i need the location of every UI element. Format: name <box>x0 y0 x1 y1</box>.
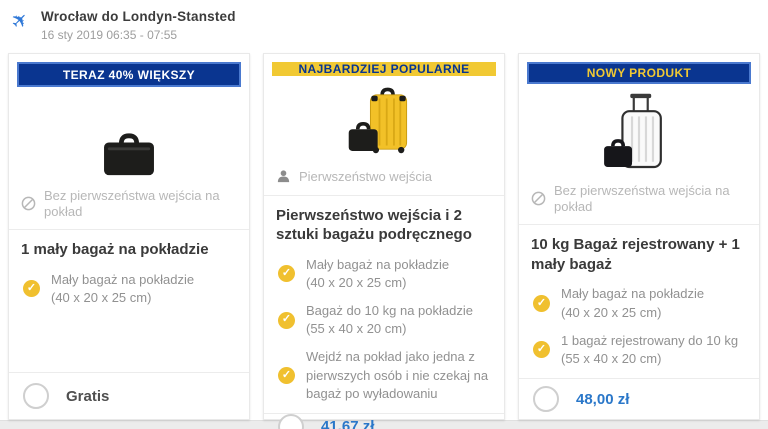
feature-text: Mały bagaż na pokładzie <box>306 256 450 272</box>
check-icon: ✓ <box>533 341 550 359</box>
feature-list: ✓ Mały bagaż na pokładzie (40 x 20 x 25 … <box>264 248 504 413</box>
small-bag-image <box>9 95 249 179</box>
promo-banner: NOWY PRODUKT <box>527 62 751 85</box>
feature-text: 1 bagaż rejestrowany do 10 kg <box>561 332 739 348</box>
no-priority-icon <box>21 196 36 211</box>
divider <box>519 224 759 226</box>
feature-list: ✓ Mały bagaż na pokładzie (40 x 20 x 25 … <box>9 263 249 317</box>
checked-bag-image <box>519 92 759 174</box>
price-label: Gratis <box>66 387 110 405</box>
option-title: 10 kg Bagaż rejestrowany + 1 mały bagaż <box>531 236 740 273</box>
white-suitcase-icon <box>604 93 662 169</box>
option-title: Pierwszeństwo wejścia i 2 sztuki bagażu … <box>276 206 472 244</box>
check-icon: ✓ <box>23 280 40 298</box>
check-icon: ✓ <box>278 311 295 329</box>
priority-status: Bez pierwszeństwa wejścia na pokład <box>9 179 249 229</box>
flight-route: Wrocław do Londyn-Stansted <box>41 9 236 24</box>
baggage-options: TERAZ 40% WIĘKSZY Bez pierwszeństwa wejś… <box>0 53 768 429</box>
check-icon: ✓ <box>278 367 295 385</box>
feature-text: Mały bagaż na pokładzie <box>561 286 705 302</box>
price-option-checked[interactable]: 48,00 zł <box>519 378 759 419</box>
priority-status: Bez pierwszeństwa wejścia na pokład <box>519 174 759 224</box>
feature-item: ✓ Bagaż do 10 kg na pokładzie (55 x 40 x… <box>278 302 492 338</box>
feature-dims: (55 x 40 x 20 cm) <box>306 321 407 337</box>
feature-dims: (40 x 20 x 25 cm) <box>561 304 662 320</box>
priority-status-label: Bez pierwszeństwa wejścia na pokład <box>554 183 730 214</box>
feature-text: Wejdź na pokład jako jedna z pierwszych … <box>306 349 489 401</box>
price-label: 48,00 zł <box>576 390 630 408</box>
feature-dims: (40 x 20 x 25 cm) <box>306 274 407 290</box>
price-option-priority[interactable]: 41,67 zł <box>264 412 504 429</box>
feature-item: ✓ 1 bagaż rejestrowany do 10 kg (55 x 40… <box>533 332 747 368</box>
feature-item: ✓ Wejdź na pokład jako jedna z pierwszyc… <box>278 348 492 403</box>
option-title: 1 mały bagaż na pokładzie <box>21 241 209 259</box>
feature-item: ✓ Mały bagaż na pokładzie (40 x 20 x 25 … <box>23 271 237 307</box>
feature-text: Mały bagaż na pokładzie <box>51 271 195 287</box>
price-option-gratis[interactable]: Gratis <box>9 372 249 419</box>
feature-text: Bagaż do 10 kg na pokładzie <box>306 302 473 318</box>
no-priority-icon <box>531 191 546 206</box>
flight-datetime: 16 sty 2019 06:35 - 07:55 <box>41 28 178 42</box>
check-icon: ✓ <box>533 295 550 313</box>
feature-item: ✓ Mały bagaż na pokładzie (40 x 20 x 25 … <box>533 285 747 321</box>
check-icon: ✓ <box>278 265 295 283</box>
divider <box>9 229 249 231</box>
radio-unselected[interactable] <box>278 413 304 429</box>
card-priority-2-bags: NAJBARDZIEJ POPULARNE Pie <box>263 53 505 429</box>
person-icon <box>277 170 290 183</box>
radio-unselected[interactable] <box>533 386 559 413</box>
black-briefcase-icon <box>104 133 154 176</box>
feature-dims: (55 x 40 x 20 cm) <box>561 350 662 366</box>
plane-icon: ✈ <box>6 7 34 35</box>
promo-banner: TERAZ 40% WIĘKSZY <box>17 62 241 87</box>
price-label: 41,67 zł <box>321 418 375 429</box>
feature-dims: (40 x 20 x 25 cm) <box>51 289 152 305</box>
card-small-bag: TERAZ 40% WIĘKSZY Bez pierwszeństwa wejś… <box>8 53 250 420</box>
radio-unselected[interactable] <box>23 383 49 409</box>
priority-bags-image <box>264 84 504 160</box>
yellow-suitcase-icon <box>348 87 408 154</box>
flight-header: ✈ Wrocław do Londyn-Stansted 16 sty 2019… <box>0 0 768 53</box>
footer-strip <box>0 420 768 429</box>
priority-status-label: Bez pierwszeństwa wejścia na pokład <box>44 188 220 219</box>
divider <box>264 194 504 196</box>
card-checked-bag: NOWY PRODUKT Bez pierwszeństwa wejścia n… <box>518 53 760 420</box>
priority-status-label: Pierwszeństwo wejścia <box>299 169 432 184</box>
feature-item: ✓ Mały bagaż na pokładzie (40 x 20 x 25 … <box>278 256 492 292</box>
flight-info: Wrocław do Londyn-Stansted 16 sty 2019 0… <box>41 9 236 42</box>
promo-banner: NAJBARDZIEJ POPULARNE <box>272 62 496 76</box>
priority-status: Pierwszeństwo wejścia <box>264 160 504 195</box>
feature-list: ✓ Mały bagaż na pokładzie (40 x 20 x 25 … <box>519 277 759 378</box>
